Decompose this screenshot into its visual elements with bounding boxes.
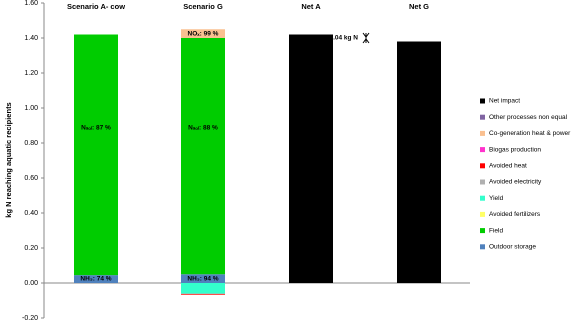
annotation: Nₛₒₗ: 87 % (81, 125, 111, 132)
legend-swatch (480, 114, 485, 120)
bar-segment (74, 34, 118, 276)
bar-segment (289, 34, 333, 283)
bar-segment (181, 274, 225, 283)
y-tick-label: -0.20 (22, 315, 38, 320)
legend-label: Field (489, 227, 503, 234)
category-label: Net A (301, 2, 321, 11)
legend-label: Other processes non equal (489, 114, 568, 121)
bar-segment (181, 293, 225, 295)
legend-swatch (480, 244, 485, 250)
annotation: NH₃: 74 % (80, 276, 111, 283)
y-tick-label: 0.00 (24, 280, 38, 287)
legend-swatch (480, 163, 485, 169)
y-tick-label: 1.20 (24, 70, 38, 77)
legend-swatch (480, 228, 485, 234)
bar-segment (181, 294, 225, 295)
y-axis-title: kg N reaching aquatic recipients (4, 102, 13, 217)
y-tick-label: 1.60 (24, 0, 38, 7)
legend-swatch (480, 147, 485, 153)
legend-label: Outdoor storage (489, 244, 536, 251)
legend-swatch (480, 211, 485, 217)
bar-segment (181, 29, 225, 38)
bar-segment (74, 275, 118, 283)
delta-arrow (362, 32, 370, 44)
legend-label: Avoided heat (489, 163, 527, 170)
annotation: Δ=0.04 kg N (321, 35, 358, 42)
y-tick-label: 0.60 (24, 175, 38, 182)
y-tick-label: 0.80 (24, 140, 38, 147)
bar-segment (181, 283, 225, 294)
category-label: Scenario A- cow (67, 2, 125, 11)
annotation: NH₃: 94 % (187, 276, 218, 283)
legend-swatch (480, 98, 485, 104)
legend-label: Avoided electricity (489, 179, 542, 186)
category-label: Net G (409, 2, 429, 11)
y-tick-label: 1.40 (24, 35, 38, 42)
category-label: Scenario G (183, 2, 223, 11)
bar-segment (397, 41, 441, 283)
legend-label: Net impact (489, 98, 520, 105)
legend-label: Yield (489, 195, 504, 202)
legend-swatch (480, 130, 485, 136)
y-tick-label: 0.40 (24, 210, 38, 217)
annotation: Nₛₒₗ: 88 % (188, 125, 218, 132)
legend-swatch (480, 179, 485, 185)
legend-label: Biogas production (489, 146, 541, 153)
legend-label: Co-generation heat & power (489, 130, 571, 137)
y-tick-label: 1.00 (24, 105, 38, 112)
legend-swatch (480, 195, 485, 201)
bar-segment (181, 38, 225, 275)
annotation: NOₓ: 99 % (188, 31, 219, 38)
legend-label: Avoided fertilizers (489, 211, 541, 218)
y-tick-label: 0.20 (24, 245, 38, 252)
